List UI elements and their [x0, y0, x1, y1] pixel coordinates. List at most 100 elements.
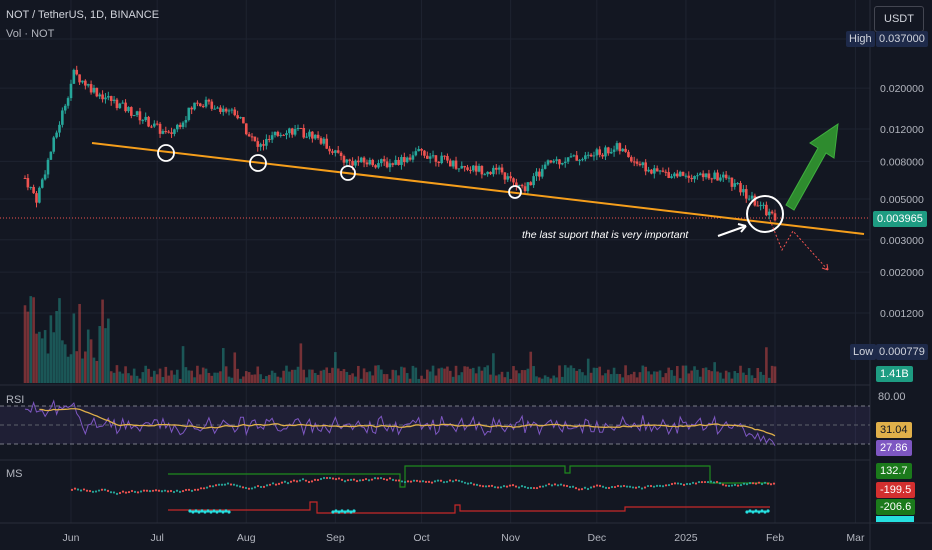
- candle-body[interactable]: [693, 176, 696, 180]
- candle-body[interactable]: [377, 163, 380, 168]
- candle-body[interactable]: [494, 167, 498, 170]
- candle-body[interactable]: [566, 157, 570, 162]
- candle-body[interactable]: [210, 101, 214, 109]
- candle-body[interactable]: [650, 169, 653, 174]
- candle-body[interactable]: [374, 165, 377, 168]
- candle-body[interactable]: [253, 136, 257, 142]
- candle-body[interactable]: [632, 161, 636, 163]
- candle-body[interactable]: [535, 171, 538, 177]
- candle-body[interactable]: [750, 195, 754, 199]
- candle-body[interactable]: [161, 131, 165, 134]
- candle-body[interactable]: [552, 160, 556, 163]
- candle-body[interactable]: [727, 177, 731, 179]
- candle-body[interactable]: [38, 187, 41, 203]
- currency-button[interactable]: USDT: [874, 6, 924, 32]
- candle-body[interactable]: [572, 155, 576, 157]
- candle-body[interactable]: [26, 178, 30, 188]
- candle-body[interactable]: [334, 150, 337, 153]
- candle-body[interactable]: [675, 173, 679, 177]
- candle-body[interactable]: [273, 131, 277, 136]
- candle-body[interactable]: [756, 205, 760, 207]
- candle-body[interactable]: [69, 83, 73, 99]
- candle-body[interactable]: [230, 109, 234, 111]
- candle-body[interactable]: [285, 133, 288, 136]
- candle-body[interactable]: [302, 127, 306, 138]
- candle-body[interactable]: [219, 107, 222, 112]
- candle-body[interactable]: [175, 124, 179, 130]
- candle-body[interactable]: [762, 204, 765, 206]
- candle-body[interactable]: [265, 138, 268, 146]
- candle-body[interactable]: [325, 138, 329, 149]
- candle-body[interactable]: [256, 141, 260, 147]
- candle-body[interactable]: [575, 155, 579, 161]
- candle-body[interactable]: [132, 115, 136, 117]
- candle-body[interactable]: [612, 149, 616, 152]
- candle-body[interactable]: [167, 131, 170, 133]
- candle-body[interactable]: [89, 84, 93, 93]
- candle-body[interactable]: [164, 131, 168, 133]
- candle-body[interactable]: [558, 159, 561, 165]
- candle-body[interactable]: [638, 163, 642, 166]
- candle-body[interactable]: [549, 160, 553, 163]
- candle-body[interactable]: [759, 205, 762, 207]
- candle-body[interactable]: [538, 171, 541, 177]
- candle-body[interactable]: [670, 176, 673, 178]
- candle-body[interactable]: [147, 116, 150, 127]
- candle-body[interactable]: [362, 157, 366, 163]
- candle-body[interactable]: [187, 107, 191, 120]
- candle-body[interactable]: [288, 128, 291, 134]
- candle-body[interactable]: [92, 87, 96, 93]
- candle-body[interactable]: [224, 108, 228, 112]
- candle-body[interactable]: [584, 155, 587, 160]
- candle-body[interactable]: [135, 111, 139, 116]
- candle-body[interactable]: [589, 154, 593, 157]
- candle-body[interactable]: [644, 162, 647, 172]
- candle-body[interactable]: [730, 177, 734, 187]
- candle-body[interactable]: [385, 161, 389, 168]
- candle-body[interactable]: [440, 155, 443, 164]
- candle-body[interactable]: [770, 211, 774, 214]
- ms-label[interactable]: MS: [6, 468, 23, 480]
- candle-body[interactable]: [331, 151, 334, 153]
- candle-body[interactable]: [480, 165, 484, 175]
- candle-body[interactable]: [316, 134, 320, 139]
- candle-body[interactable]: [529, 182, 533, 186]
- candle-body[interactable]: [52, 137, 56, 152]
- candle-body[interactable]: [262, 144, 265, 146]
- candle-body[interactable]: [678, 171, 682, 177]
- candle-body[interactable]: [150, 126, 153, 128]
- candle-body[interactable]: [109, 96, 113, 101]
- candle-body[interactable]: [207, 99, 211, 102]
- candle-body[interactable]: [454, 160, 458, 169]
- candle-body[interactable]: [618, 143, 622, 152]
- candle-body[interactable]: [690, 177, 693, 180]
- candle-body[interactable]: [394, 159, 397, 165]
- candle-body[interactable]: [408, 157, 412, 160]
- candle-body[interactable]: [463, 165, 466, 168]
- candle-body[interactable]: [391, 163, 395, 165]
- candle-body[interactable]: [58, 124, 61, 133]
- candle-body[interactable]: [696, 175, 699, 177]
- candle-body[interactable]: [471, 165, 475, 171]
- candle-body[interactable]: [61, 110, 64, 125]
- candle-body[interactable]: [32, 186, 35, 194]
- candle-body[interactable]: [86, 84, 90, 86]
- candle-body[interactable]: [75, 69, 79, 75]
- candle-body[interactable]: [104, 97, 107, 100]
- candle-body[interactable]: [477, 165, 481, 172]
- candle-body[interactable]: [78, 74, 81, 83]
- candle-body[interactable]: [400, 157, 403, 165]
- candle-body[interactable]: [563, 161, 567, 163]
- candle-body[interactable]: [540, 168, 544, 177]
- candle-body[interactable]: [282, 134, 285, 136]
- candle-body[interactable]: [428, 156, 432, 159]
- candle-body[interactable]: [43, 174, 47, 180]
- candle-body[interactable]: [630, 157, 633, 162]
- candle-body[interactable]: [500, 167, 504, 173]
- candle-body[interactable]: [181, 122, 185, 127]
- candle-body[interactable]: [380, 159, 383, 164]
- candle-body[interactable]: [595, 149, 599, 156]
- symbol-title[interactable]: NOT / TetherUS, 1D, BINANCE: [6, 9, 160, 21]
- candle-body[interactable]: [313, 134, 317, 139]
- candle-body[interactable]: [382, 159, 386, 162]
